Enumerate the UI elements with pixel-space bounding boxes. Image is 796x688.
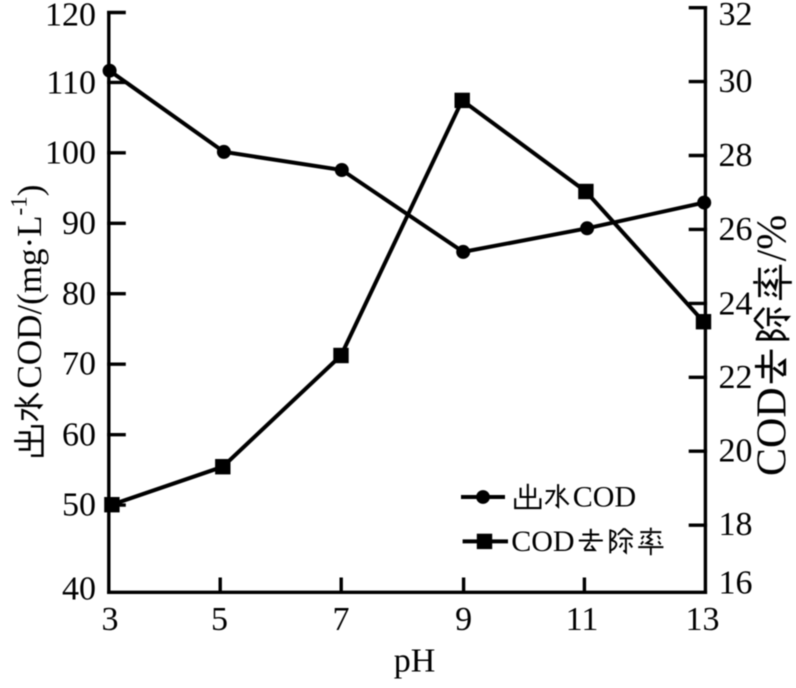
svg-text:COD: COD	[511, 525, 574, 558]
svg-text:7: 7	[333, 601, 350, 638]
svg-text:50: 50	[62, 487, 96, 524]
svg-text:18: 18	[719, 506, 753, 543]
svg-text:110: 110	[46, 65, 96, 102]
svg-text:60: 60	[62, 417, 96, 454]
svg-text:3: 3	[102, 601, 119, 638]
svg-text:COD/(mg·L-1): COD/(mg·L-1)	[6, 185, 49, 389]
svg-text:COD: COD	[573, 481, 636, 514]
svg-text:28: 28	[719, 137, 753, 174]
svg-text:22: 22	[719, 359, 753, 396]
svg-text:120: 120	[45, 0, 96, 34]
svg-text:40: 40	[62, 571, 96, 608]
svg-text:26: 26	[719, 211, 753, 248]
svg-text:9: 9	[455, 601, 472, 638]
svg-text:pH: pH	[394, 643, 436, 680]
svg-text:16: 16	[719, 565, 753, 602]
svg-text:30: 30	[719, 63, 753, 100]
svg-text:70: 70	[62, 346, 96, 383]
svg-text:20: 20	[719, 433, 753, 470]
svg-text:24: 24	[719, 286, 753, 323]
svg-text:13: 13	[686, 601, 720, 638]
svg-text:32: 32	[719, 0, 753, 33]
svg-text:/%: /%	[750, 215, 796, 262]
svg-text:11: 11	[566, 601, 599, 638]
svg-text:100: 100	[45, 135, 96, 172]
svg-text:80: 80	[62, 276, 96, 313]
svg-text:5: 5	[211, 601, 228, 638]
svg-text:COD: COD	[750, 387, 796, 476]
svg-text:90: 90	[62, 205, 96, 242]
